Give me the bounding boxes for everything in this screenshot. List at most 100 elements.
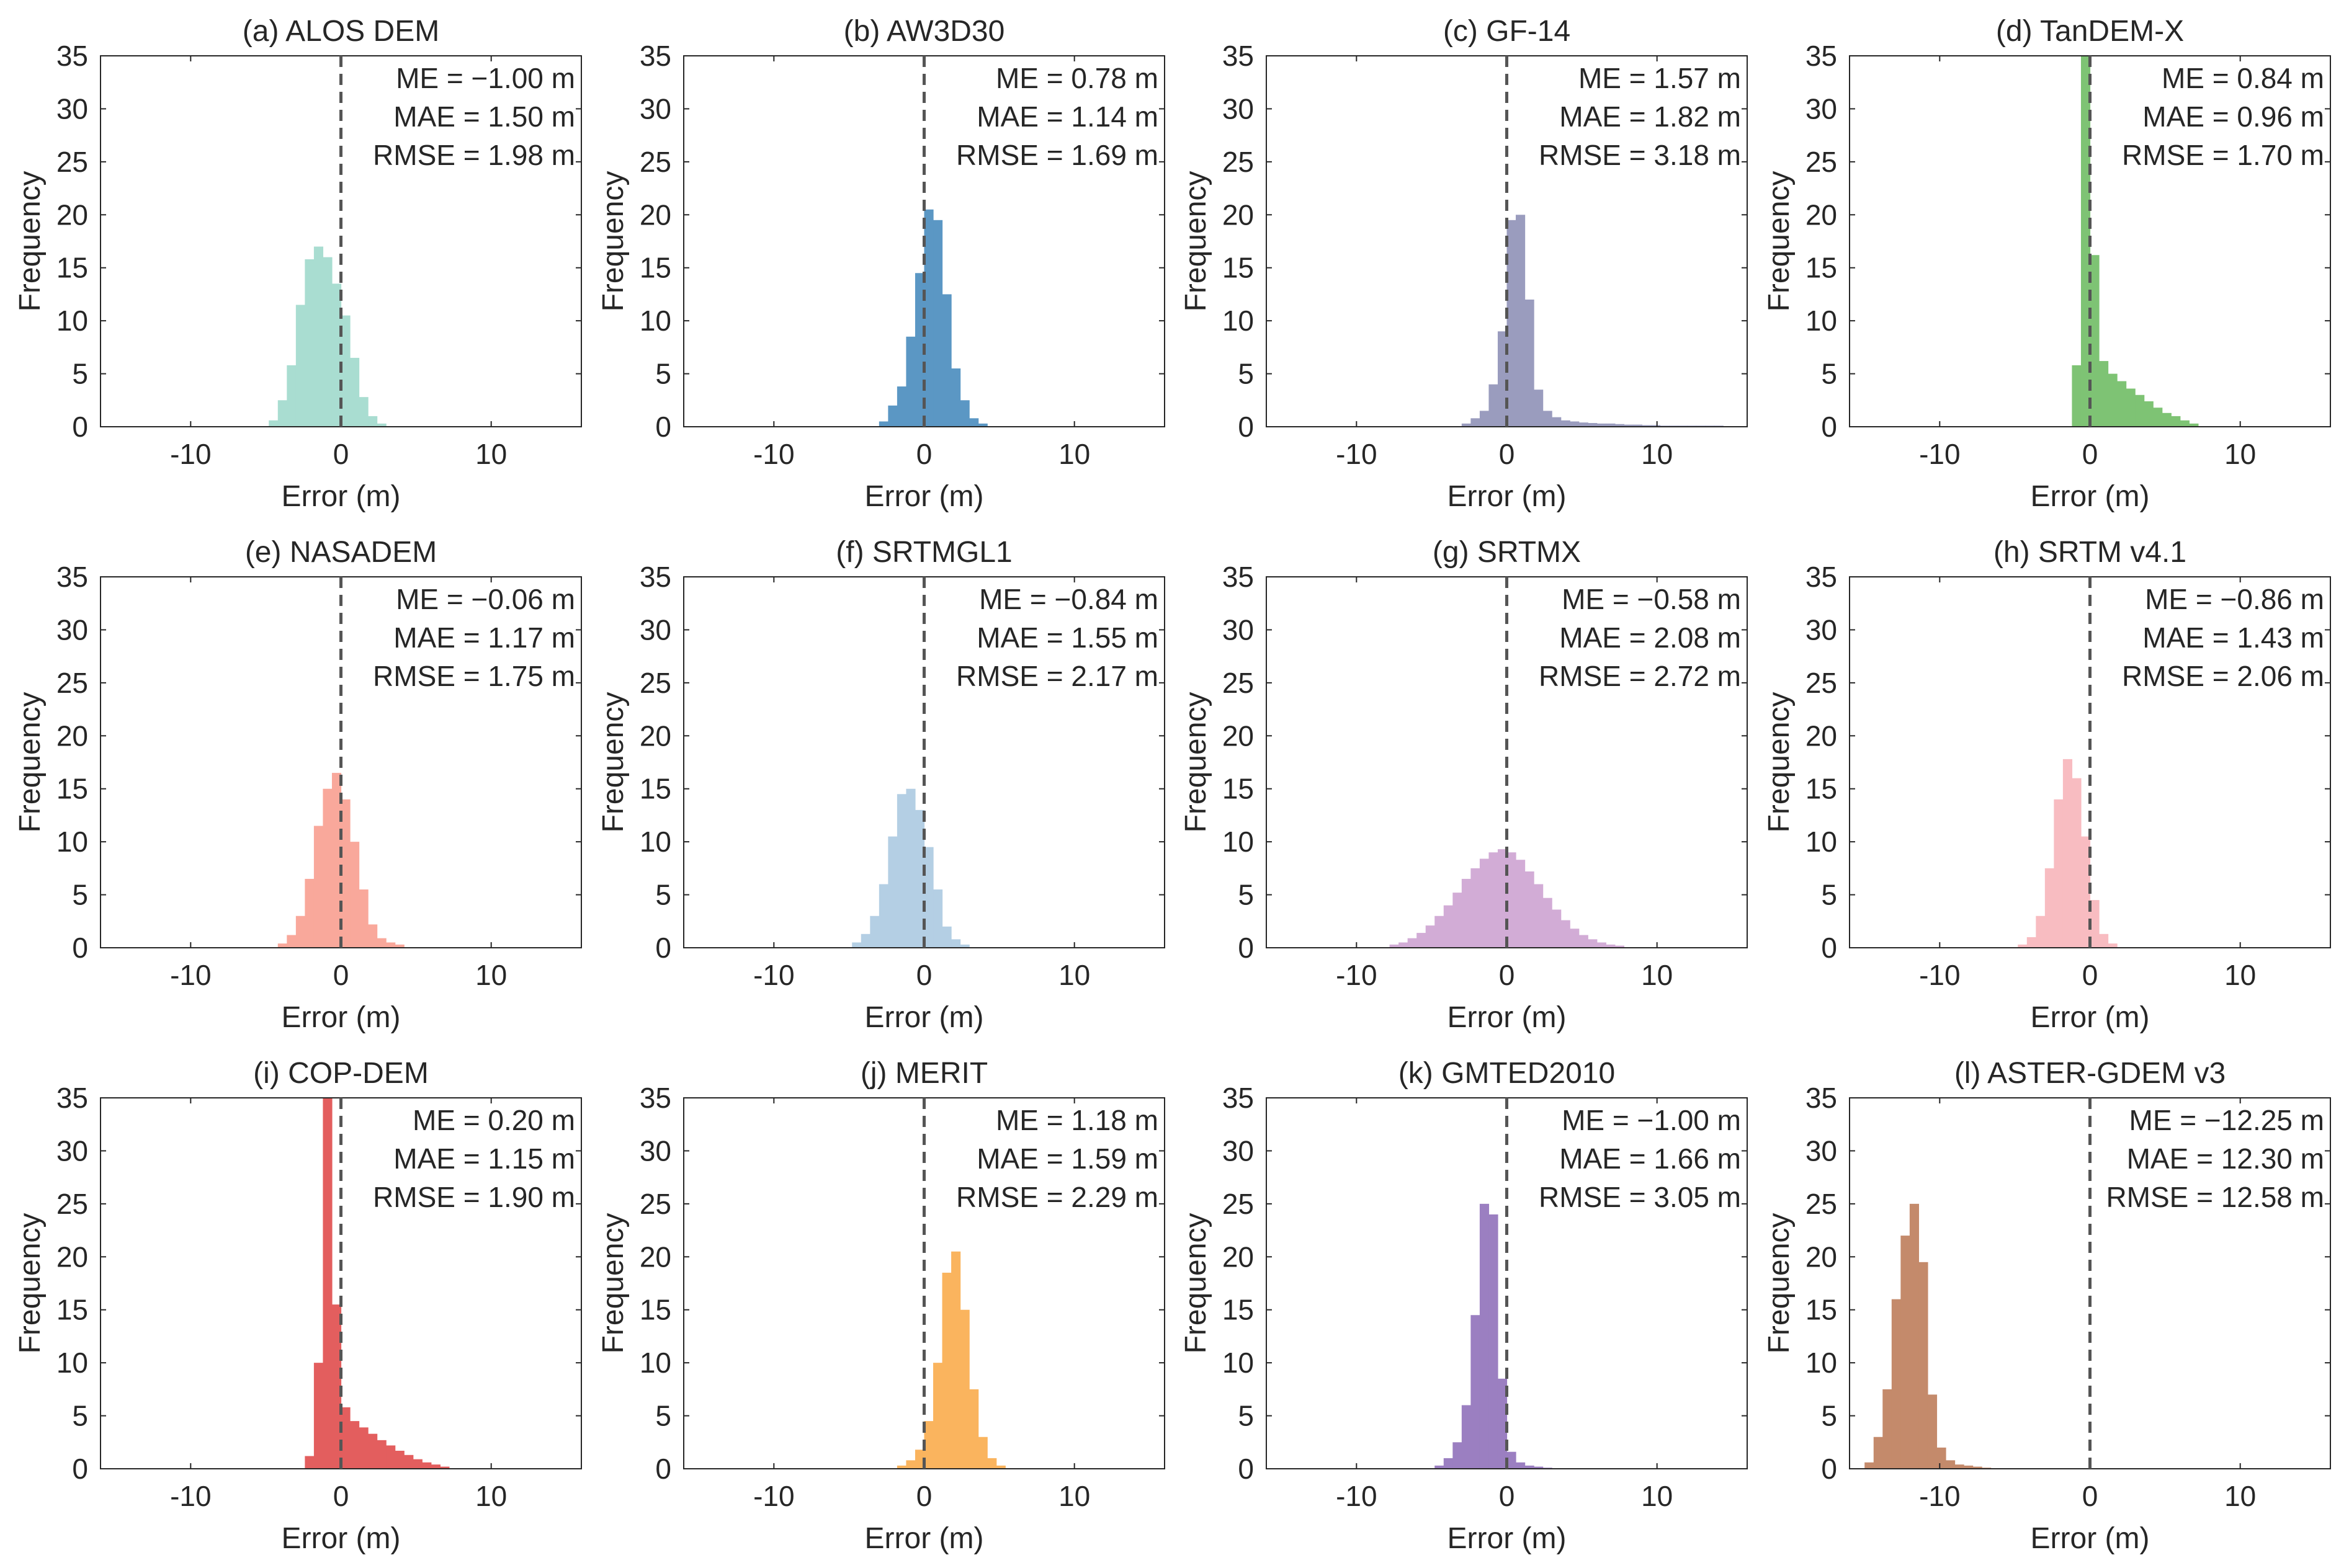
histogram-bar — [870, 915, 880, 948]
x-tick-label: -10 — [753, 438, 794, 470]
histogram-bar — [906, 336, 916, 427]
histogram-bar — [924, 209, 934, 427]
y-tick-label: 5 — [72, 879, 88, 911]
histogram-bar — [1506, 852, 1516, 948]
y-tick-label: 0 — [1821, 932, 1837, 964]
histogram-bar — [341, 315, 351, 427]
panel-title: (h) SRTM v4.1 — [1993, 536, 2186, 569]
y-tick-label: 35 — [640, 1082, 671, 1114]
histogram-bar — [1918, 1262, 1928, 1469]
stat-annotation: MAE = 1.59 m — [977, 1143, 1158, 1175]
y-tick-label: 0 — [1821, 1453, 1837, 1485]
histogram-bar — [395, 944, 405, 948]
panel-10: 0 5 10 15 20 25 30 35 -10 0 10 (j) MERIT Error (m) Fr… — [597, 1057, 1165, 1555]
histogram-bar — [1470, 868, 1480, 948]
histogram-bar — [942, 1272, 952, 1469]
histogram-bar — [2126, 388, 2136, 427]
histogram-bar — [2062, 759, 2073, 948]
stat-annotation: ME = −0.58 m — [1562, 583, 1741, 615]
histogram-bar — [2044, 868, 2054, 948]
y-tick-label: 35 — [1222, 561, 1254, 593]
histogram-bar — [2099, 361, 2109, 427]
y-tick-label: 0 — [655, 411, 671, 443]
histogram-bar — [377, 1440, 387, 1469]
y-tick-label: 20 — [640, 1241, 671, 1273]
stat-annotation: MAE = 0.96 m — [2142, 100, 2324, 133]
stat-annotation: ME = −1.00 m — [396, 62, 575, 94]
x-tick-label: 0 — [2082, 959, 2098, 991]
x-axis-label: Error (m) — [1447, 1522, 1567, 1555]
histogram-bar — [1443, 1458, 1453, 1469]
y-axis-label: Frequency — [14, 1213, 47, 1354]
y-tick-label: 15 — [640, 773, 671, 805]
y-tick-label: 15 — [1222, 773, 1254, 805]
histogram-bar — [359, 889, 369, 948]
x-tick-label: 10 — [475, 959, 507, 991]
histogram-bar — [897, 1465, 907, 1469]
histogram-bar — [1497, 849, 1508, 948]
histogram-bar — [1909, 1203, 1920, 1469]
x-tick-label: -10 — [1919, 1480, 1960, 1512]
histogram-bar — [368, 924, 378, 948]
histogram-bar — [331, 773, 342, 948]
histogram-bar — [1443, 905, 1453, 948]
histogram-bar — [1488, 1214, 1498, 1469]
x-tick-label: 0 — [2082, 1480, 2098, 1512]
y-tick-label: 0 — [72, 1453, 88, 1485]
stat-annotation: ME = 1.18 m — [996, 1104, 1158, 1136]
y-tick-label: 5 — [72, 1400, 88, 1432]
histogram-bar — [1614, 945, 1625, 948]
y-tick-label: 15 — [640, 252, 671, 284]
panel-title: (a) ALOS DEM — [243, 15, 439, 48]
histogram-bar — [269, 420, 279, 427]
x-axis-label: Error (m) — [1447, 480, 1567, 513]
histogram-bar — [915, 809, 925, 948]
histogram-bar — [422, 1462, 432, 1469]
histogram-bar — [323, 1098, 333, 1469]
histogram-bar — [1651, 425, 1661, 427]
histogram-bar — [915, 1450, 925, 1469]
y-tick-label: 20 — [1805, 198, 1837, 231]
y-tick-label: 25 — [1805, 667, 1837, 699]
histogram-bar — [2080, 56, 2091, 427]
histogram-bar — [1506, 1451, 1516, 1469]
histogram-bar — [1927, 1394, 1938, 1469]
y-tick-label: 30 — [56, 613, 88, 646]
histogram-bar — [2162, 412, 2172, 427]
y-tick-label: 5 — [1238, 1400, 1254, 1432]
stat-annotation: MAE = 1.14 m — [977, 100, 1158, 133]
y-tick-label: 25 — [56, 667, 88, 699]
x-tick-label: 0 — [333, 959, 349, 991]
histogram-bar — [942, 294, 952, 427]
y-tick-label: 15 — [640, 1294, 671, 1326]
y-tick-label: 15 — [1222, 252, 1254, 284]
stat-annotation: ME = −1.00 m — [1562, 1104, 1741, 1136]
y-tick-label: 5 — [1821, 358, 1837, 390]
y-tick-label: 30 — [640, 1134, 671, 1167]
histogram-bar — [277, 943, 287, 948]
histogram-bar — [2072, 365, 2082, 427]
y-tick-label: 25 — [640, 667, 671, 699]
histogram-bar — [359, 1427, 369, 1469]
x-tick-label: 10 — [1058, 959, 1090, 991]
histogram-bar — [1497, 331, 1508, 427]
histogram-bar — [1516, 1462, 1526, 1469]
stat-annotation: MAE = 12.30 m — [2127, 1143, 2324, 1175]
x-tick-label: -10 — [1336, 438, 1377, 470]
stat-annotation: ME = −0.86 m — [2145, 583, 2324, 615]
y-tick-label: 10 — [640, 826, 671, 858]
histogram-bar — [1578, 422, 1588, 427]
y-tick-label: 5 — [1238, 879, 1254, 911]
histogram-bar — [960, 1309, 970, 1469]
y-tick-label: 20 — [56, 719, 88, 752]
histogram-bar — [933, 1363, 943, 1469]
y-tick-label: 20 — [56, 198, 88, 231]
y-axis-label: Frequency — [1179, 1213, 1212, 1354]
histogram-bar — [350, 842, 360, 948]
stat-annotation: RMSE = 3.18 m — [1539, 139, 1741, 171]
histogram-bar — [323, 257, 333, 427]
histogram-bar — [1972, 1466, 1982, 1469]
x-axis-label: Error (m) — [2031, 1001, 2150, 1034]
histogram-bar — [341, 1407, 351, 1469]
stat-annotation: RMSE = 1.69 m — [956, 139, 1158, 171]
